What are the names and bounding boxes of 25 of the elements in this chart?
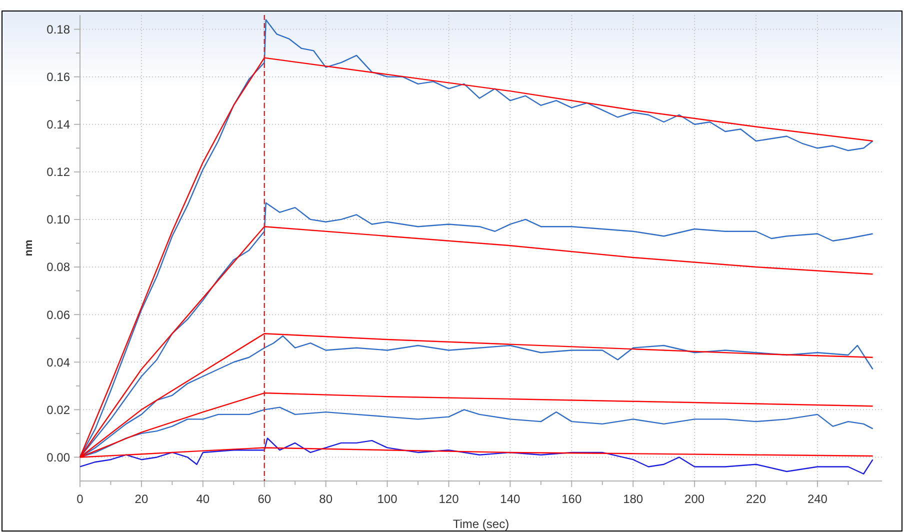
x-tick-label: 40 bbox=[196, 492, 210, 506]
x-tick-label: 60 bbox=[258, 492, 272, 506]
y-tick-label: 0.02 bbox=[46, 402, 70, 417]
y-tick-label: 0.08 bbox=[46, 260, 70, 274]
x-tick-label: 0 bbox=[76, 492, 84, 506]
x-tick-label: 20 bbox=[134, 492, 148, 506]
y-tick-label: 0.04 bbox=[46, 355, 70, 370]
x-tick-label: 80 bbox=[319, 492, 333, 506]
x-axis-title: Time (sec) bbox=[452, 517, 510, 531]
y-axis-title: nm bbox=[23, 240, 35, 256]
x-tick-label: 220 bbox=[746, 492, 766, 506]
x-tick-label: 100 bbox=[377, 492, 398, 506]
y-tick-label: 0.10 bbox=[46, 212, 70, 227]
x-tick-label: 160 bbox=[562, 492, 582, 506]
y-tick-label: 0.06 bbox=[46, 308, 70, 322]
y-tick-label: 0.18 bbox=[46, 22, 70, 36]
x-tick-label: 200 bbox=[684, 492, 705, 506]
x-tick-label: 180 bbox=[623, 492, 644, 506]
y-tick-label: 0.12 bbox=[46, 165, 70, 180]
y-tick-label: 0.00 bbox=[46, 450, 70, 464]
y-tick-label: 0.16 bbox=[46, 70, 70, 84]
x-tick-label: 240 bbox=[807, 492, 828, 506]
y-tick-label: 0.14 bbox=[46, 118, 70, 132]
x-tick-label: 140 bbox=[500, 492, 521, 506]
x-tick-label: 120 bbox=[438, 492, 460, 506]
